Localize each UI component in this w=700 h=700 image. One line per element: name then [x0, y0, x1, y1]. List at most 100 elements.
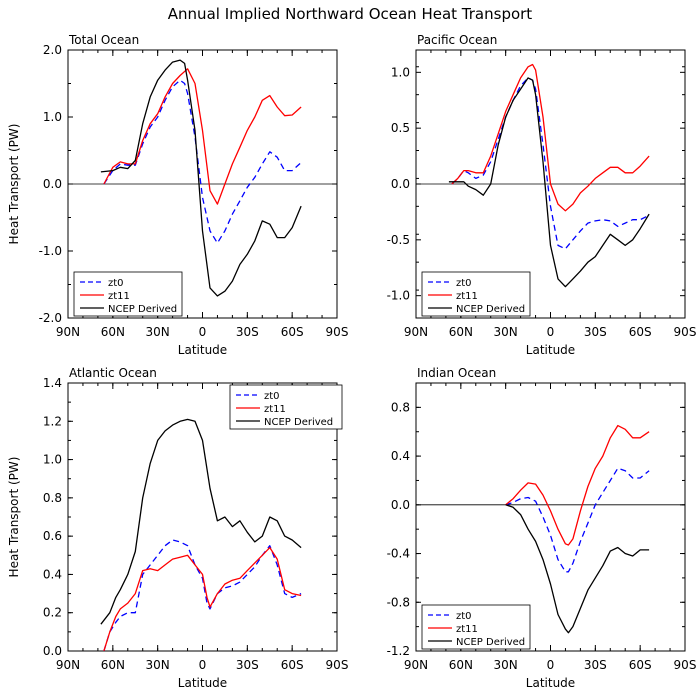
legend-label: zt11 [456, 291, 478, 302]
panel-total: Total Ocean -2.0 -1.0 0.0 1.0 2.0 90N 60N 30N 0 30… [7, 33, 348, 357]
y-tick-label: 0.0 [43, 177, 62, 191]
y-tick-label: 0.8 [43, 491, 62, 505]
series-group [505, 424, 650, 634]
series-line-zt11 [103, 546, 302, 651]
y-tick-label: -1.2 [387, 644, 410, 658]
x-tick-label: 0 [547, 325, 555, 339]
x-tick-label: 60S [629, 325, 652, 339]
legend: zt0 zt11 NCEP Derived [421, 271, 531, 317]
x-tick-label: 0 [199, 325, 207, 339]
x-tick-label: 0 [547, 658, 555, 672]
legend-label: zt0 [264, 391, 280, 402]
y-tick-label: -0.5 [387, 233, 410, 247]
series-group [100, 418, 302, 651]
x-tick-label: 30S [584, 658, 607, 672]
x-tick-label: 30S [236, 325, 259, 339]
x-axis-label: Latitude [526, 343, 575, 357]
x-tick-label: 0 [199, 658, 207, 672]
y-axis-label: Heat Transport (PW) [7, 457, 21, 578]
x-tick-label: 60N [101, 325, 125, 339]
panel-title: Atlantic Ocean [69, 366, 157, 380]
x-tick-label: 30S [584, 325, 607, 339]
panel-atlantic: Atlantic Ocean 0.0 0.2 0.4 0.6 0.8 1.0 1.2 1.4 90… [7, 366, 348, 690]
x-tick-label: 90S [326, 658, 349, 672]
x-axis-label: Latitude [178, 343, 227, 357]
legend-label: zt11 [456, 624, 478, 635]
y-tick-label: 0.6 [43, 529, 62, 543]
panel-title: Pacific Ocean [417, 33, 497, 47]
y-tick-label: -2.0 [39, 311, 62, 325]
legend-label: zt11 [264, 404, 286, 415]
y-tick-label: -1.0 [387, 289, 410, 303]
x-tick-label: 60N [449, 658, 473, 672]
x-tick-label: 90S [674, 325, 697, 339]
series-line-zt11 [451, 63, 650, 212]
y-tick-label: 1.0 [43, 110, 62, 124]
legend: zt0 zt11 NCEP Derived [229, 384, 343, 430]
figure-title: Annual Implied Northward Ocean Heat Tran… [168, 5, 533, 23]
y-tick-label: -0.8 [387, 595, 410, 609]
series-group [448, 63, 650, 288]
y-tick-label: 1.0 [43, 453, 62, 467]
legend-box [421, 271, 531, 317]
x-tick-label: 30N [146, 325, 170, 339]
y-tick-label: 0.4 [391, 449, 410, 463]
y-tick-label: 0.4 [43, 567, 62, 581]
x-axis-label: Latitude [178, 676, 227, 690]
series-group [100, 59, 302, 297]
legend-label: NCEP Derived [456, 637, 525, 648]
x-tick-label: 30N [146, 658, 170, 672]
legend-label: NCEP Derived [264, 417, 333, 428]
y-tick-label: 1.4 [43, 376, 62, 390]
y-tick-label: 1.0 [391, 65, 410, 79]
x-tick-label: 90N [56, 325, 80, 339]
legend-label: zt0 [108, 278, 124, 289]
x-tick-label: 90S [326, 325, 349, 339]
legend: zt0 zt11 NCEP Derived [421, 604, 531, 650]
x-tick-label: 30S [236, 658, 259, 672]
y-tick-label: 0.0 [391, 177, 410, 191]
y-tick-label: 0.5 [391, 121, 410, 135]
x-tick-label: 60N [449, 325, 473, 339]
series-line-ncep-derived [448, 77, 650, 288]
y-tick-label: 0.8 [391, 400, 410, 414]
y-tick-label: 1.2 [43, 414, 62, 428]
y-tick-label: 0.0 [391, 498, 410, 512]
y-tick-label: 0.2 [43, 606, 62, 620]
legend: zt0 zt11 NCEP Derived [73, 271, 183, 317]
x-axis-label: Latitude [526, 676, 575, 690]
panels: Total Ocean -2.0 -1.0 0.0 1.0 2.0 90N 60N 30N 0 30… [7, 33, 696, 690]
legend-label: NCEP Derived [456, 304, 525, 315]
legend-box [73, 271, 183, 317]
panel-title: Total Ocean [68, 33, 139, 47]
series-line-ncep-derived [505, 504, 650, 634]
legend-label: zt11 [108, 291, 130, 302]
series-line-zt11 [103, 68, 302, 205]
x-tick-label: 90S [674, 658, 697, 672]
series-line-zt0 [103, 79, 302, 244]
legend-label: zt0 [456, 278, 472, 289]
series-line-zt0 [505, 467, 650, 573]
panel-title: Indian Ocean [417, 366, 496, 380]
x-tick-label: 90N [404, 658, 428, 672]
y-tick-label: 2.0 [43, 43, 62, 57]
series-line-ncep-derived [100, 418, 302, 625]
y-tick-label: -1.0 [39, 244, 62, 258]
x-tick-label: 30N [494, 658, 518, 672]
legend-label: zt0 [456, 611, 472, 622]
y-axis-label: Heat Transport (PW) [7, 124, 21, 245]
series-line-zt0 [451, 77, 650, 250]
y-tick-label: -0.4 [387, 547, 410, 561]
panel-indian: Indian Ocean -1.2 -0.8 -0.4 0.0 0.4 0.8 90N 60N 3… [387, 366, 697, 690]
legend-box [229, 384, 343, 430]
y-tick-label: 0.0 [43, 644, 62, 658]
x-tick-label: 90N [404, 325, 428, 339]
panel-pacific: Pacific Ocean -1.0 -0.5 0.0 0.5 1.0 90N 60N 30N 0… [387, 33, 697, 357]
x-tick-label: 30N [494, 325, 518, 339]
legend-label: NCEP Derived [108, 304, 177, 315]
series-line-zt11 [505, 424, 650, 546]
x-tick-label: 60S [629, 658, 652, 672]
x-tick-label: 60S [281, 658, 304, 672]
x-tick-label: 90N [56, 658, 80, 672]
